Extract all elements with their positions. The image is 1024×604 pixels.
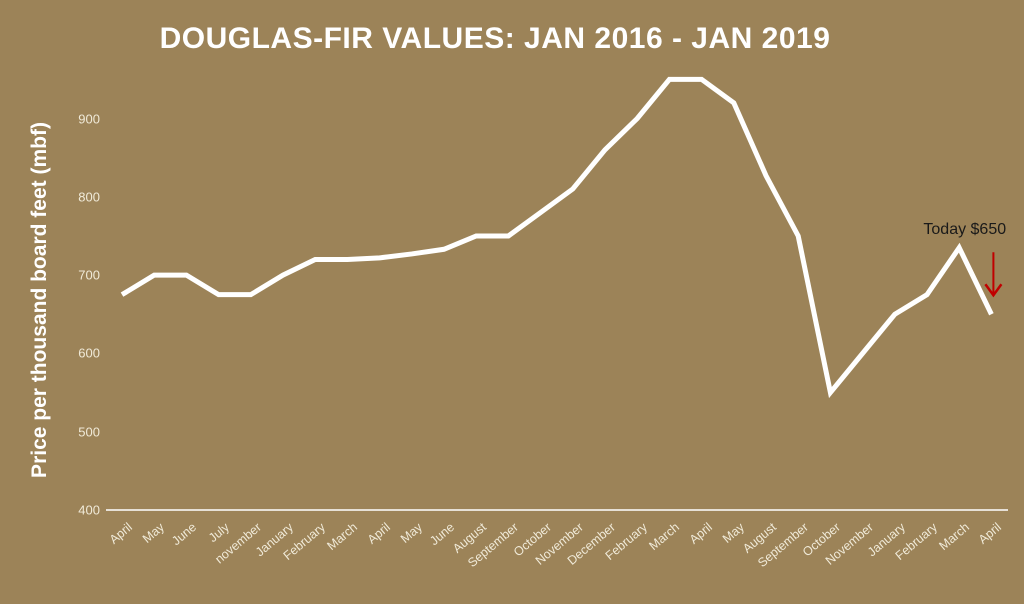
series-line xyxy=(120,76,994,399)
y-tick-label: 900 xyxy=(78,111,100,126)
down-arrow-icon xyxy=(984,252,1003,298)
chart-title: DOUGLAS-FIR VALUES: JAN 2016 - JAN 2019 xyxy=(159,22,831,55)
y-tick-label: 500 xyxy=(78,424,100,440)
annotation-label: Today $650 xyxy=(923,221,1007,239)
y-tick-label: 400 xyxy=(78,502,100,518)
y-tick-label: 800 xyxy=(78,189,100,205)
y-tick-label: 600 xyxy=(78,345,100,361)
y-tick-label: 700 xyxy=(78,267,100,283)
